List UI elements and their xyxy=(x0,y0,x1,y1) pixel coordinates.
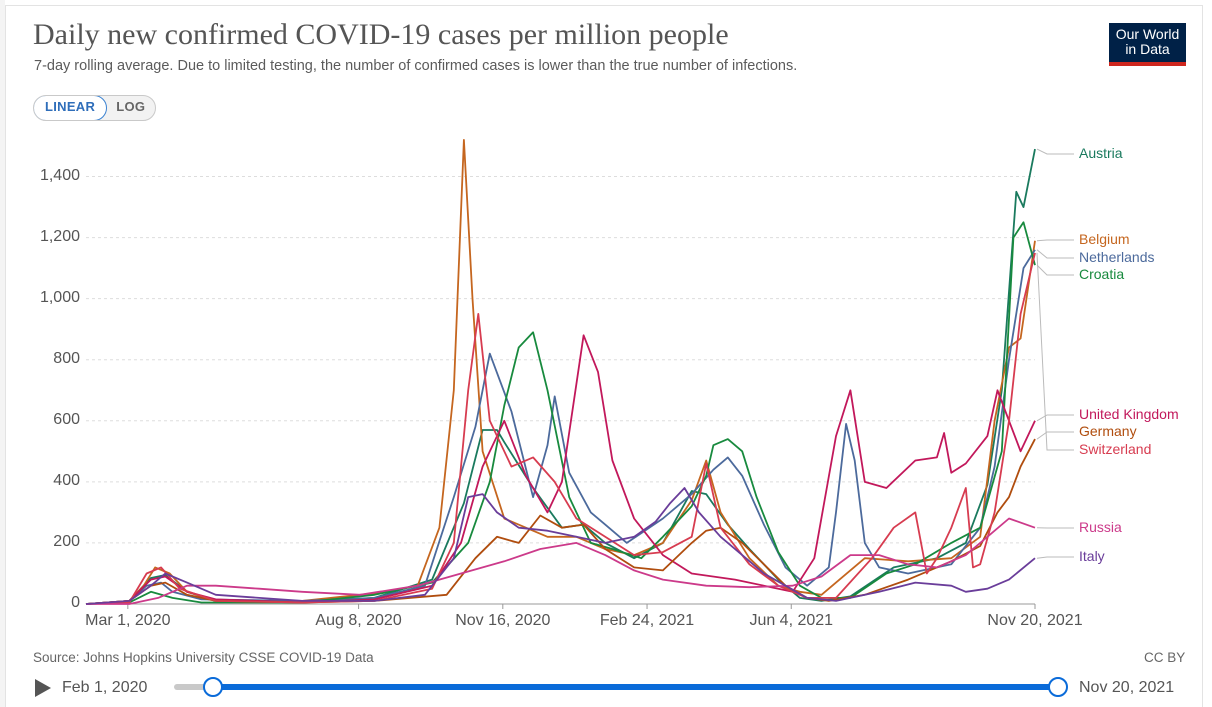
legend-connector xyxy=(1036,414,1074,422)
play-icon[interactable] xyxy=(35,679,51,697)
y-tick-label: 400 xyxy=(53,471,80,489)
legend-item-russia[interactable]: Russia xyxy=(1079,519,1122,535)
timeline-track-inactive xyxy=(174,684,214,690)
series-line-austria xyxy=(85,148,1036,605)
series-line-russia xyxy=(86,517,1036,605)
left-panel-edge xyxy=(0,0,5,707)
legend-connector xyxy=(1036,556,1074,559)
y-tick-label: 800 xyxy=(53,349,80,367)
y-tick-label: 0 xyxy=(71,594,80,611)
legend-item-belgium[interactable]: Belgium xyxy=(1079,231,1130,247)
timeline-track-active[interactable] xyxy=(212,684,1058,690)
legend-connector xyxy=(1036,431,1074,440)
log-button[interactable]: LOG xyxy=(116,99,146,114)
linear-button[interactable]: LINEAR xyxy=(34,96,108,120)
legend-item-switzerland[interactable]: Switzerland xyxy=(1079,441,1152,457)
legend-item-italy[interactable]: Italy xyxy=(1079,548,1105,564)
owid-logo[interactable]: Our World in Data xyxy=(1109,23,1186,66)
series-line-belgium xyxy=(85,138,1036,605)
x-tick-label: Nov 16, 2020 xyxy=(455,612,551,629)
series-line-croatia xyxy=(85,221,1036,605)
legend-item-croatia[interactable]: Croatia xyxy=(1079,266,1125,282)
y-tick-label: 1,000 xyxy=(39,288,80,306)
logo-red-bar xyxy=(1109,62,1186,66)
x-tick-label: Jun 4, 2021 xyxy=(749,612,834,629)
y-tick-label: 1,400 xyxy=(39,166,80,184)
x-tick-label: Feb 24, 2021 xyxy=(599,612,695,629)
legend-connector xyxy=(1036,249,1074,259)
timeline-end-handle[interactable] xyxy=(1048,677,1068,697)
timeline-start-label: Feb 1, 2020 xyxy=(62,679,148,696)
series-line-italy xyxy=(85,487,1036,605)
timeline-end-label: Nov 20, 2021 xyxy=(1079,679,1175,696)
legend-item-united-kingdom[interactable]: United Kingdom xyxy=(1079,406,1179,422)
legend-item-netherlands[interactable]: Netherlands xyxy=(1079,249,1155,265)
series-line-netherlands xyxy=(85,249,1036,605)
chart-frame xyxy=(5,5,1203,707)
source-note: Source: Johns Hopkins University CSSE CO… xyxy=(33,650,374,665)
legend-item-austria[interactable]: Austria xyxy=(1079,145,1123,161)
license-label[interactable]: CC BY xyxy=(1144,650,1186,665)
scale-toggle: LINEAR LOG xyxy=(33,95,157,121)
chart-subtitle: 7-day rolling average. Due to limited te… xyxy=(34,58,798,74)
timeline-start-handle[interactable] xyxy=(203,677,223,697)
series-line-germany xyxy=(85,438,1036,605)
logo-line-2: in Data xyxy=(1125,41,1170,57)
legend-connector xyxy=(1036,252,1074,451)
y-tick-label: 200 xyxy=(53,532,80,550)
legend-item-germany[interactable]: Germany xyxy=(1079,423,1137,439)
legend-connector xyxy=(1036,239,1074,242)
x-tick-label: Aug 8, 2020 xyxy=(315,612,402,629)
chart-title: Daily new confirmed COVID-19 cases per m… xyxy=(33,18,729,51)
x-tick-label: Nov 20, 2021 xyxy=(987,612,1083,629)
legend-connector xyxy=(1036,264,1074,276)
y-tick-label: 600 xyxy=(53,410,80,428)
x-tick-label: Mar 1, 2020 xyxy=(85,612,171,629)
y-tick-label: 1,200 xyxy=(39,227,80,245)
logo-line-1: Our World xyxy=(1115,26,1180,42)
legend-connector xyxy=(1036,148,1074,155)
series-line-united-kingdom xyxy=(85,334,1036,605)
